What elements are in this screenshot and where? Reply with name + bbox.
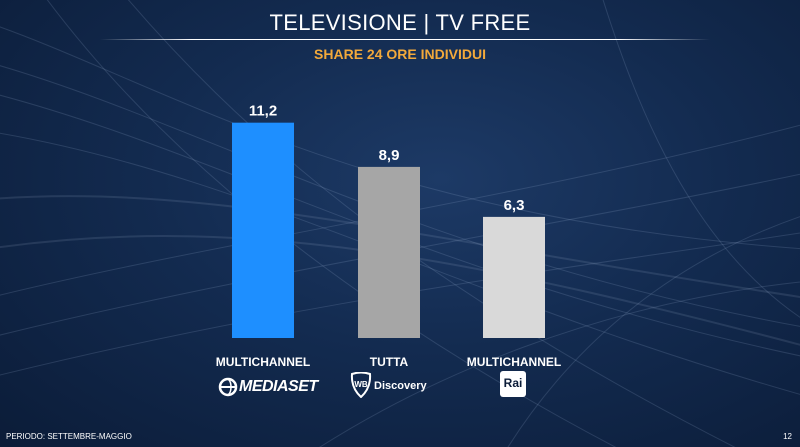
warner-bros-shield-icon: WB — [350, 372, 372, 398]
value-label-3: 6,3 — [504, 197, 525, 214]
title-divider — [100, 39, 710, 40]
chart-subtitle: SHARE 24 ORE INDIVIDUI — [314, 46, 486, 62]
page-title: TELEVISIONE | TV FREE — [269, 10, 531, 35]
value-label-2: 8,9 — [379, 147, 400, 164]
bar-1 — [232, 122, 294, 339]
warner-bros-discovery-logo: WB Discovery — [350, 372, 430, 400]
category-label-1: MULTICHANNEL — [216, 355, 310, 369]
rai-logo-text: Rai — [503, 376, 523, 390]
rai-logo-icon: Rai — [500, 371, 526, 397]
discovery-logo-text: Discovery — [374, 380, 427, 392]
mediaset-logo: MEDIASET — [217, 376, 318, 398]
svg-text:WB: WB — [354, 380, 368, 389]
bar-3 — [483, 216, 545, 338]
category-label-2: TUTTA — [370, 355, 409, 369]
page-number: 12 — [783, 432, 792, 441]
period-footnote: PERIODO: SETTEMBRE-MAGGIO — [6, 432, 132, 441]
category-label-3: MULTICHANNEL — [467, 355, 561, 369]
value-label-1: 11,2 — [249, 103, 277, 120]
mediaset-logo-text: MEDIASET — [239, 378, 318, 395]
mediaset-logo-icon — [218, 377, 238, 397]
bar-2 — [358, 166, 420, 338]
